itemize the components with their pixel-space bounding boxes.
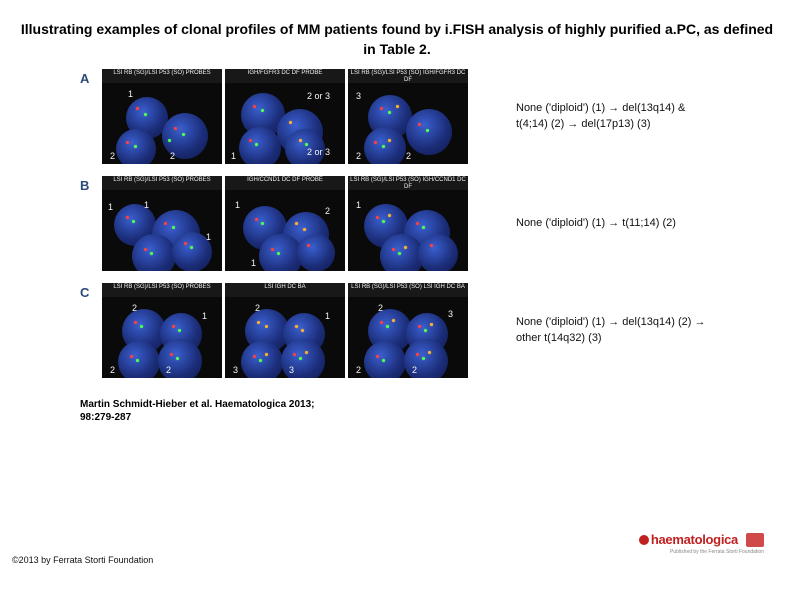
clone-number: 2	[110, 365, 115, 375]
panel-images: LSI RB (SG)/LSI P53 (SO) PROBES111IGH/CC…	[102, 176, 468, 271]
clone-number: 3	[448, 309, 453, 319]
probe-label: LSI RB (SG)/LSI P53 (SO) PROBES	[102, 176, 222, 190]
clone-number: 1	[144, 200, 149, 210]
panel-label: A	[80, 71, 94, 86]
cell-nucleus	[404, 339, 448, 378]
logo-text: haematologica	[651, 532, 738, 547]
clone-number: 2	[170, 151, 175, 161]
panel-label: B	[80, 178, 94, 193]
panel-row: CLSI RB (SG)/LSI P53 (SO) PROBES2122LSI …	[80, 283, 714, 378]
cell-nucleus	[158, 339, 202, 378]
panel-caption: None ('diploid') (1) → del(13q14) (2) → …	[516, 315, 714, 346]
panel-images: LSI RB (SG)/LSI P53 (SO) PROBES2122LSI I…	[102, 283, 468, 378]
panel-label: C	[80, 285, 94, 300]
clone-number: 2	[132, 303, 137, 313]
clone-number: 2 or 3	[307, 147, 330, 157]
clone-number: 3	[233, 365, 238, 375]
fish-image: IGH/FGFR3 DC DF PROBE 2 or 3 1 2 or 3	[225, 69, 345, 164]
cell-nucleus	[281, 339, 325, 378]
probe-label: IGH/CCND1 DC DF PROBE	[225, 176, 345, 190]
probe-label: LSI RB (SG)/LSI P53 (SO) PROBES	[102, 283, 222, 297]
cell-nucleus	[118, 341, 160, 378]
clone-number: 2	[110, 151, 115, 161]
probe-label: LSI RB (SG)/LSI P53 (SO) PROBES	[102, 69, 222, 83]
logo-badge-icon	[746, 533, 764, 547]
probe-label: LSI RB (SG)/LSI P53 (SO) IGH/FGFR3 DC DF	[348, 69, 468, 83]
clone-number: 1	[235, 200, 240, 210]
logo-dot-icon	[639, 535, 649, 545]
fish-image: LSI RB (SG)/LSI P53 (SO) LSI IGH DC BA 2 3…	[348, 283, 468, 378]
clone-number: 1	[206, 232, 211, 242]
clone-number: 1	[231, 151, 236, 161]
fish-image: IGH/CCND1 DC DF PROBE 1 2 1	[225, 176, 345, 271]
clone-number: 1	[128, 89, 133, 99]
clone-number: 3	[356, 91, 361, 101]
probe-label: LSI RB (SG)/LSI P53 (SO) IGH/CCND1 DC DF	[348, 176, 468, 190]
cell-nucleus	[297, 234, 335, 271]
panel-row: A LSI RB (SG)/LSI P53 (SO) PROBES 1 2 2 IGH/F…	[80, 69, 714, 164]
panel-row: BLSI RB (SG)/LSI P53 (SO) PROBES111IGH/C…	[80, 176, 714, 271]
panel-images: LSI RB (SG)/LSI P53 (SO) PROBES 1 2 2 IGH/FG…	[102, 69, 468, 164]
probe-label: LSI IGH DC BA	[225, 283, 345, 297]
cell-nucleus	[162, 113, 208, 159]
figure-area: A LSI RB (SG)/LSI P53 (SO) PROBES 1 2 2 IGH/F…	[0, 59, 794, 378]
clone-number: 1	[251, 258, 256, 268]
cell-nucleus	[239, 127, 281, 164]
clone-number: 2	[325, 206, 330, 216]
clone-number: 1	[202, 311, 207, 321]
cell-nucleus	[364, 341, 406, 378]
citation: Martin Schmidt-Hieber et al. Haematologi…	[0, 378, 350, 424]
probe-label: IGH/FGFR3 DC DF PROBE	[225, 69, 345, 83]
journal-logo: haematologica Published by the Ferrata S…	[639, 532, 764, 555]
clone-number: 3	[289, 365, 294, 375]
clone-number: 2	[406, 151, 411, 161]
cell-nucleus	[364, 127, 406, 164]
cell-nucleus	[406, 109, 452, 155]
panel-caption: None ('diploid') (1) → del(13q14) & t(4;…	[516, 101, 714, 132]
panel-caption: None ('diploid') (1) → t(11;14) (2)	[516, 216, 714, 231]
clone-number: 2	[356, 151, 361, 161]
figure-title: Illustrating examples of clonal profiles…	[0, 0, 794, 59]
clone-number: 2	[378, 303, 383, 313]
clone-number: 2	[356, 365, 361, 375]
fish-image: LSI RB (SG)/LSI P53 (SO) PROBES 1 2 2	[102, 69, 222, 164]
fish-image: LSI RB (SG)/LSI P53 (SO) IGH/CCND1 DC DF…	[348, 176, 468, 271]
cell-nucleus	[418, 234, 458, 271]
clone-number: 1	[108, 202, 113, 212]
fish-image: LSI IGH DC BA 2 1 3 3	[225, 283, 345, 378]
clone-number: 2	[166, 365, 171, 375]
copyright: ©2013 by Ferrata Storti Foundation	[12, 555, 153, 565]
fish-image: LSI RB (SG)/LSI P53 (SO) PROBES 2 1 2 2	[102, 283, 222, 378]
clone-number: 2	[255, 303, 260, 313]
cell-nucleus	[241, 341, 283, 378]
cell-nucleus	[132, 234, 176, 271]
clone-number: 2 or 3	[307, 91, 330, 101]
probe-label: LSI RB (SG)/LSI P53 (SO) LSI IGH DC BA	[348, 283, 468, 297]
clone-number: 1	[356, 200, 361, 210]
logo-subtitle: Published by the Ferrata Storti Foundati…	[670, 549, 764, 555]
fish-image: LSI RB (SG)/LSI P53 (SO) IGH/FGFR3 DC DF…	[348, 69, 468, 164]
fish-image: LSI RB (SG)/LSI P53 (SO) PROBES 1 1 1	[102, 176, 222, 271]
clone-number: 2	[412, 365, 417, 375]
clone-number: 1	[325, 311, 330, 321]
